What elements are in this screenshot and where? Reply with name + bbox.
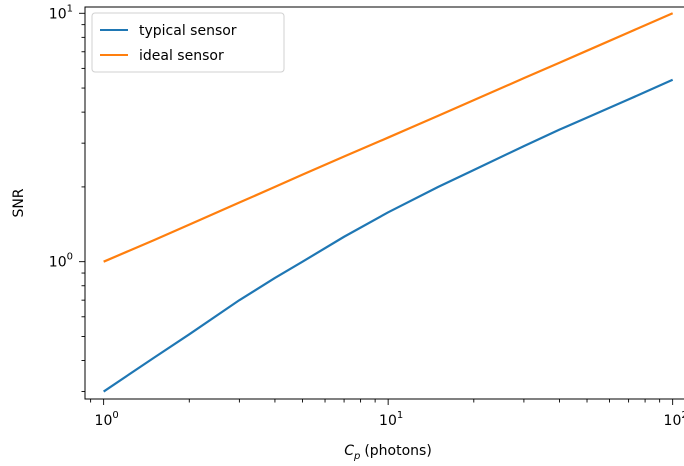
ticks-layer: 100 101 102 100 101 xyxy=(49,3,684,429)
y-tick-label-1: 101 xyxy=(49,3,73,22)
x-axis-label-sub: p xyxy=(353,451,360,462)
series-layer xyxy=(103,12,674,393)
x-axis-label-var: C xyxy=(344,443,354,459)
x-tick-label-1: 101 xyxy=(379,410,403,429)
y-axis-label: SNR xyxy=(11,188,27,217)
legend-label-ideal-sensor: ideal sensor xyxy=(139,48,224,64)
legend-label-typical-sensor: typical sensor xyxy=(139,23,237,39)
x-axis-label: Cp (photons) xyxy=(344,443,432,462)
series-line-ideal-sensor xyxy=(103,12,674,263)
series-line-typical-sensor xyxy=(103,78,674,393)
x-axis-label-unit: (photons) xyxy=(364,443,431,459)
x-tick-label-0: 100 xyxy=(95,410,119,429)
legend-box xyxy=(91,12,285,73)
y-tick-label-0: 100 xyxy=(49,252,73,271)
legend: typical sensor ideal sensor xyxy=(91,12,285,73)
x-tick-label-2: 102 xyxy=(664,410,684,429)
